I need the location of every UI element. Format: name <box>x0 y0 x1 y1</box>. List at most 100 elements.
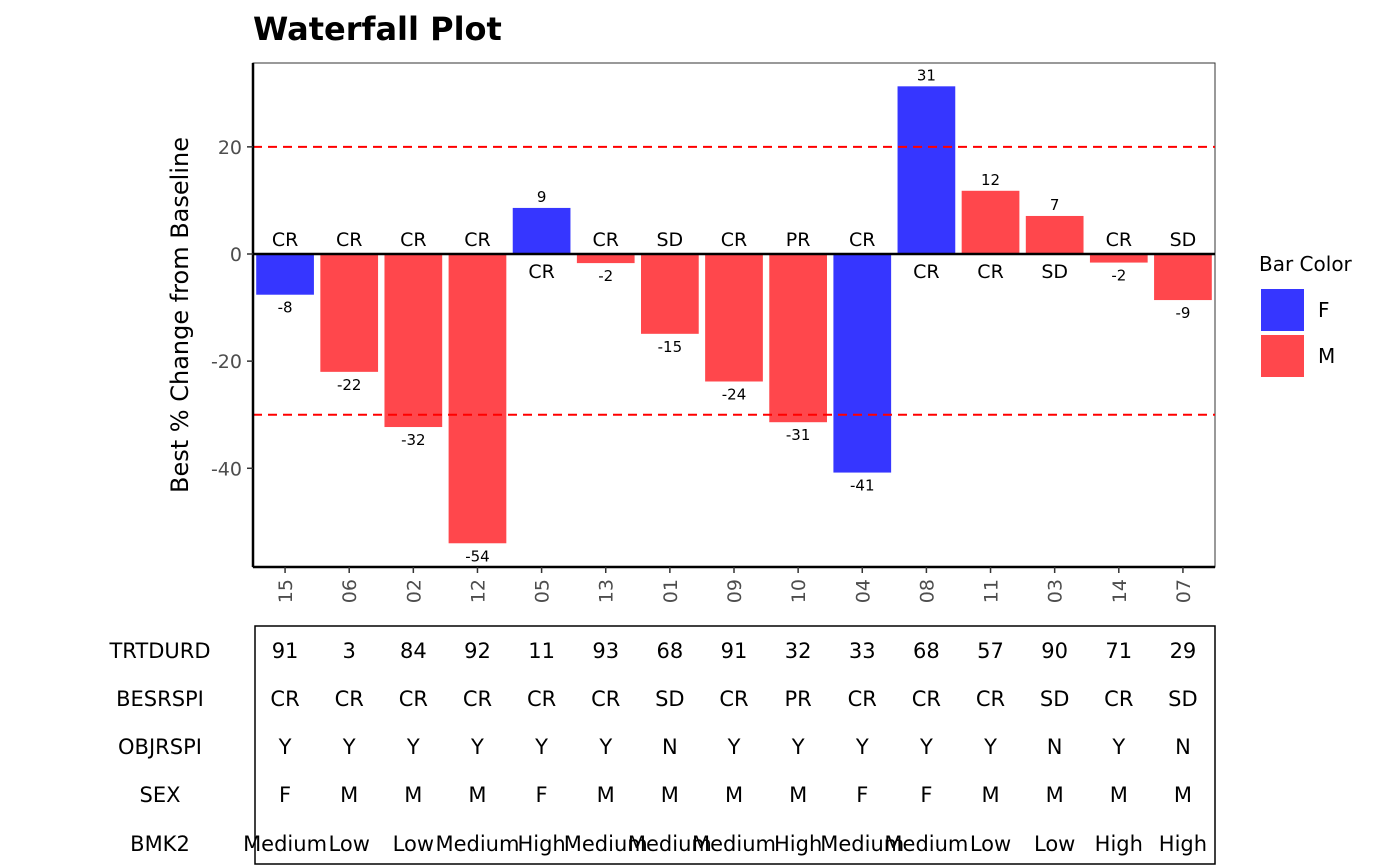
table-cell: M <box>981 783 999 807</box>
bar <box>641 254 699 334</box>
table-row-label: BESRSPI <box>116 687 204 711</box>
x-tick-label: 11 <box>981 579 1003 603</box>
bar <box>705 254 763 382</box>
table-cell: CR <box>399 687 428 711</box>
table-cell: 11 <box>528 639 555 663</box>
table-cell: CR <box>591 687 620 711</box>
bar <box>320 254 379 372</box>
bar-value-label: -9 <box>1175 304 1190 322</box>
legend-swatch <box>1261 289 1304 331</box>
bar <box>1089 254 1148 263</box>
legend-label: M <box>1318 344 1335 368</box>
table-cell: 91 <box>272 639 299 663</box>
table-cell: Y <box>983 735 997 759</box>
x-tick-label: 14 <box>1109 579 1131 603</box>
bar-value-label: -15 <box>658 338 683 356</box>
response-label: CR <box>464 229 490 251</box>
bar <box>769 254 827 423</box>
table-cell: Y <box>278 735 292 759</box>
table-cell: High <box>1159 832 1207 856</box>
legend-label: F <box>1318 298 1330 322</box>
table-cell: M <box>1046 783 1064 807</box>
response-label: CR <box>977 261 1003 283</box>
response-label: CR <box>913 261 939 283</box>
bar <box>961 190 1020 254</box>
table-cell: M <box>789 783 807 807</box>
bar-value-label: -24 <box>722 385 747 403</box>
response-label: CR <box>849 229 875 251</box>
bar-value-label: -2 <box>1111 267 1126 285</box>
table-cell: 29 <box>1170 639 1197 663</box>
table-cell: Y <box>919 735 933 759</box>
table-cell: CR <box>976 687 1005 711</box>
response-label: CR <box>721 229 747 251</box>
axes-layer: 20 0 -20 -40 15 06 02 12 05 13 01 09 10 04 08 11 03 14 07 <box>211 63 1215 603</box>
table-cell: Y <box>791 735 805 759</box>
table-cell: 84 <box>400 639 427 663</box>
y-tick-label: 20 <box>218 137 242 159</box>
table-cell: Low <box>1034 832 1075 856</box>
x-tick-label: 02 <box>403 579 425 603</box>
response-label: CR <box>528 261 554 283</box>
table-cell: CR <box>463 687 492 711</box>
x-tick-label: 06 <box>339 579 361 603</box>
bar <box>384 254 443 428</box>
table-cell: N <box>1047 735 1063 759</box>
table-row-label: TRTDURD <box>108 639 210 663</box>
table-cell: 3 <box>343 639 356 663</box>
response-label: CR <box>272 229 298 251</box>
table-cell: 90 <box>1041 639 1068 663</box>
y-axis-label: Best % Change from Baseline <box>166 137 194 493</box>
table-cell: Y <box>342 735 356 759</box>
table-cell: 91 <box>721 639 748 663</box>
table-cell: 93 <box>592 639 619 663</box>
table-cell: Y <box>406 735 420 759</box>
table-cell: SD <box>1168 687 1198 711</box>
bar-value-label: 31 <box>917 66 936 84</box>
table-cell: F <box>856 783 868 807</box>
chart-title: Waterfall Plot <box>253 10 502 48</box>
table-cell: Y <box>1111 735 1125 759</box>
bar <box>1154 254 1212 301</box>
response-label: SD <box>657 229 684 251</box>
table-cell: M <box>404 783 422 807</box>
y-tick-label: 0 <box>230 244 242 266</box>
bar <box>256 254 314 295</box>
table-cell: M <box>725 783 743 807</box>
table-cell: Medium <box>628 832 712 856</box>
x-tick-label: 03 <box>1045 579 1067 603</box>
bar-value-label: 7 <box>1050 196 1060 214</box>
bar-value-label: -32 <box>401 431 426 449</box>
x-tick-label: 08 <box>916 579 938 603</box>
table-cell: Medium <box>243 832 327 856</box>
table-row-label: SEX <box>140 783 181 807</box>
table-cell: F <box>536 783 548 807</box>
table-cell: High <box>1095 832 1143 856</box>
table-cell: PR <box>785 687 812 711</box>
table-cell: M <box>1110 783 1128 807</box>
response-label: PR <box>786 229 811 251</box>
table-cell: CR <box>719 687 748 711</box>
table-cell: Y <box>855 735 869 759</box>
table-cell: SD <box>655 687 685 711</box>
y-tick-label: -40 <box>211 458 242 480</box>
bar-value-label: -54 <box>465 547 490 565</box>
table-cell: 92 <box>464 639 491 663</box>
x-tick-label: 15 <box>275 579 297 603</box>
table-cell: 71 <box>1105 639 1132 663</box>
bar-value-label: -41 <box>850 477 875 495</box>
table-border <box>254 625 1216 865</box>
table-cell: Medium <box>820 832 904 856</box>
table-cell: CR <box>335 687 364 711</box>
table-row-label: BMK2 <box>130 832 190 856</box>
table-cell: 33 <box>849 639 876 663</box>
table-cell: 57 <box>977 639 1004 663</box>
legend-swatch <box>1261 335 1304 377</box>
x-tick-label: 09 <box>724 579 746 603</box>
legend-title: Bar Color <box>1259 252 1353 276</box>
table-cell: CR <box>527 687 556 711</box>
x-tick-label: 07 <box>1173 579 1195 603</box>
x-tick-label: 01 <box>660 579 682 603</box>
table-cell: Medium <box>692 832 776 856</box>
